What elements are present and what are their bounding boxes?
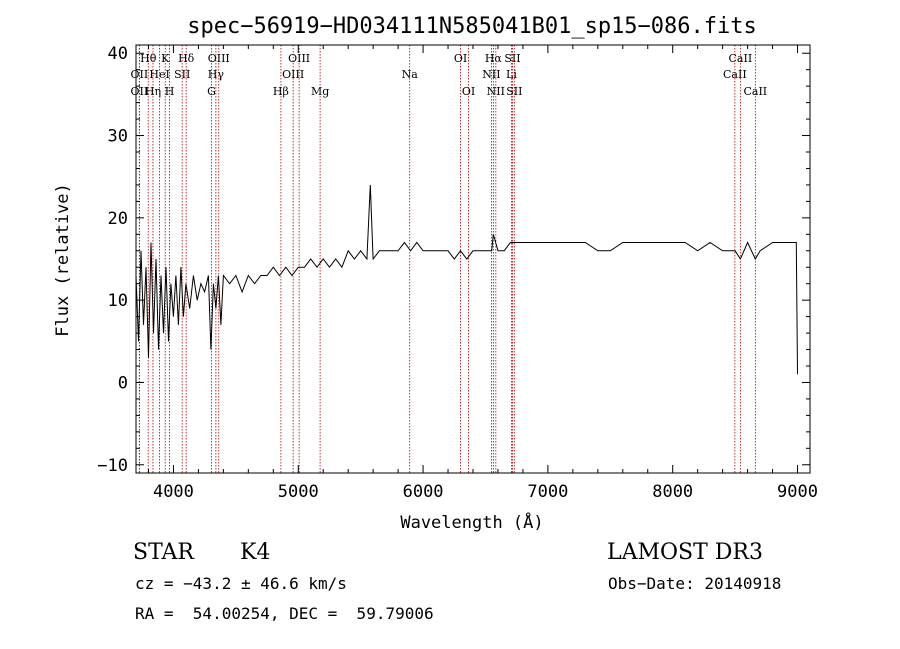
line-label: CaII bbox=[723, 68, 747, 81]
y-tick-label: 0 bbox=[118, 373, 128, 393]
line-label: Hβ bbox=[273, 85, 289, 98]
y-tick-label: 10 bbox=[108, 291, 128, 311]
line-label: OIII bbox=[208, 52, 230, 65]
line-label: NII bbox=[482, 68, 500, 81]
line-label: CaII bbox=[729, 52, 753, 65]
x-tick-label: 4000 bbox=[153, 482, 194, 502]
subclass: K4 bbox=[240, 540, 271, 565]
redshift-cz: cz = −43.2 ± 46.6 km/s bbox=[135, 574, 347, 593]
y-axis-label: Flux (relative) bbox=[53, 183, 73, 337]
x-axis-ticks: 4000 5000 6000 7000 8000 9000 bbox=[147, 45, 818, 502]
line-label: Hδ bbox=[178, 52, 195, 65]
obs-date: Obs−Date: 20140918 bbox=[608, 574, 782, 593]
x-tick-label: 6000 bbox=[403, 482, 444, 502]
survey-name: LAMOST DR3 bbox=[607, 540, 763, 565]
line-label: G bbox=[207, 85, 216, 98]
line-label: Hθ bbox=[140, 52, 157, 65]
y-tick-label: 30 bbox=[108, 127, 128, 147]
flux-series-line bbox=[135, 184, 798, 375]
line-label: Na bbox=[402, 68, 419, 81]
y-tick-label: 20 bbox=[108, 209, 128, 229]
chart-title: spec−56919−HD034111N585041B01_sp15−086.f… bbox=[187, 14, 757, 39]
line-label: Li bbox=[506, 68, 517, 81]
line-label: H bbox=[165, 85, 175, 98]
line-label: K bbox=[161, 52, 170, 65]
line-label: OII bbox=[131, 85, 149, 98]
x-tick-label: 5000 bbox=[278, 482, 319, 502]
line-label: SII bbox=[504, 52, 520, 65]
line-label: NII bbox=[487, 85, 505, 98]
line-label: OIII bbox=[288, 52, 310, 65]
y-tick-label: −10 bbox=[97, 456, 128, 476]
line-label: Mg bbox=[311, 85, 329, 98]
x-tick-label: 9000 bbox=[777, 482, 818, 502]
x-axis-label: Wavelength (Å) bbox=[400, 511, 543, 533]
line-label: OI bbox=[462, 85, 475, 98]
y-tick-label: 40 bbox=[108, 44, 128, 64]
line-label: SII bbox=[506, 85, 522, 98]
line-label: Hγ bbox=[208, 68, 225, 81]
x-tick-label: 8000 bbox=[652, 482, 693, 502]
line-label: SII bbox=[174, 68, 190, 81]
object-class: STAR bbox=[133, 540, 194, 565]
line-label: CaII bbox=[743, 85, 767, 98]
line-label: OI bbox=[454, 52, 467, 65]
emission-lines bbox=[138, 45, 756, 473]
coordinates: RA = 54.00254, DEC = 59.79006 bbox=[135, 604, 434, 623]
line-label: HeI bbox=[149, 68, 169, 81]
line-label: Hη bbox=[145, 85, 161, 98]
plot-frame bbox=[135, 44, 811, 474]
x-tick-label: 7000 bbox=[527, 482, 568, 502]
y-axis-ticks: −10 0 10 20 30 40 bbox=[97, 44, 810, 476]
line-labels: OII OII Hθ Hη K HeI H SII Hδ OIII Hγ G Hβ OIII OIII Mg N… bbox=[131, 52, 768, 98]
line-label: Hα bbox=[485, 52, 503, 65]
line-label: OII bbox=[131, 68, 149, 81]
line-label: OIII bbox=[282, 68, 304, 81]
